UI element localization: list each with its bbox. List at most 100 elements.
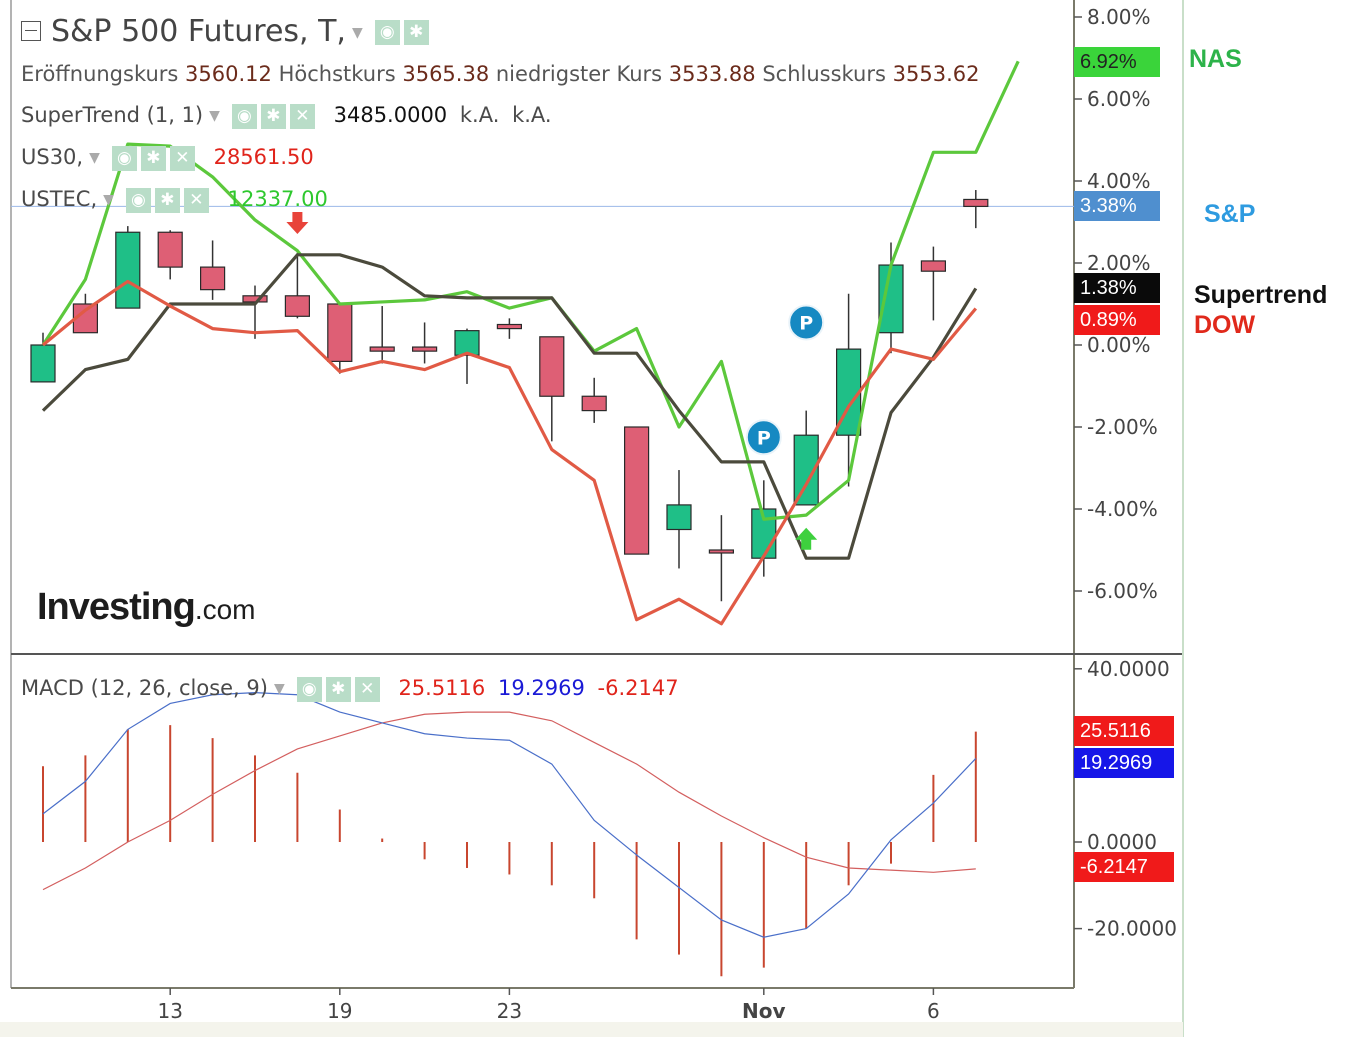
sp-badge: 3.38% <box>1074 191 1160 221</box>
na-value-2: k.A. <box>512 103 552 127</box>
eye-icon[interactable]: ◉ <box>231 103 257 129</box>
supertrend-line <box>41 253 978 560</box>
gear-icon[interactable]: ✱ <box>325 676 351 702</box>
sp-label: S&P <box>1204 200 1256 228</box>
macd-value-1: 25.5116 <box>398 676 486 700</box>
eye-icon[interactable]: ◉ <box>296 676 322 702</box>
y-tick-label: -4.00% <box>1087 497 1158 521</box>
close-icon[interactable]: ✕ <box>183 187 209 213</box>
candle-body <box>878 264 904 334</box>
high-label: Höchstkurs <box>278 62 396 86</box>
supertrend-legend: SuperTrend (1, 1) ▼ ◉ ✱ ✕ 3485.0000 k.A. k.A… <box>21 103 552 129</box>
candle-down <box>157 230 183 280</box>
us30-legend: US30, ▼ ◉ ✱ ✕ 28561.50 <box>21 145 314 171</box>
candle-body <box>963 198 989 208</box>
us30-name: US30, <box>21 145 84 169</box>
gear-icon[interactable]: ✱ <box>140 145 166 171</box>
na-value-1: k.A. <box>459 103 500 127</box>
chevron-down-icon[interactable]: ▼ <box>351 24 363 41</box>
candle-body <box>200 266 226 291</box>
close-label: Schlusskurs <box>762 62 886 86</box>
candle-up <box>751 480 777 577</box>
ustec-value: 12337.00 <box>227 187 328 211</box>
supertrend-badge: 1.38% <box>1074 273 1160 303</box>
candle-down <box>200 240 226 300</box>
chevron-down-icon[interactable]: ▼ <box>103 192 114 208</box>
gear-icon[interactable]: ✱ <box>154 187 180 213</box>
candle-body <box>920 260 947 272</box>
chart-frame <box>0 0 1184 1037</box>
macd-legend: MACD (12, 26, close, 9) ▼ ◉ ✱ ✕ 25.5116 19.2… <box>21 676 679 702</box>
candle-up <box>835 293 862 487</box>
p-marker-label: P <box>799 312 813 334</box>
candle-up <box>115 226 141 309</box>
low-label: niedrigster Kurs <box>495 62 663 86</box>
macd-value-2: 19.2969 <box>497 676 585 700</box>
x-tick-label: 19 <box>327 999 352 1023</box>
candle-body <box>496 323 522 330</box>
candle-body <box>412 346 438 352</box>
candle-up <box>666 470 692 569</box>
close-icon[interactable]: ✕ <box>289 103 315 129</box>
close-icon[interactable]: ✕ <box>354 676 380 702</box>
overlay-lines <box>41 60 1020 626</box>
chevron-down-icon[interactable]: ▼ <box>209 108 220 124</box>
p-marker-icon <box>788 304 825 341</box>
chevron-down-icon[interactable]: ▼ <box>273 681 285 697</box>
eye-icon[interactable]: ◉ <box>374 20 400 45</box>
x-tick-label: 13 <box>157 999 182 1023</box>
candle-body <box>708 549 735 554</box>
investing-logo: Investing.com <box>37 586 256 629</box>
candle-down <box>963 190 989 229</box>
y-tick-label: 6.00% <box>1087 87 1151 111</box>
x-axis: 13 19 23 Nov 6 <box>157 988 940 1023</box>
candle-down <box>284 252 310 319</box>
up-arrow-icon <box>795 527 818 550</box>
x-tick-label: 6 <box>927 999 940 1023</box>
gear-icon[interactable]: ✱ <box>403 20 429 45</box>
candle-body <box>115 231 141 309</box>
candle-down <box>581 377 607 423</box>
y-tick-label: 4.00% <box>1087 169 1151 193</box>
candle-body <box>369 346 395 352</box>
candle-body <box>242 295 268 303</box>
candle-down <box>72 293 99 334</box>
close-value: 3553.62 <box>892 62 980 86</box>
macd-badge-1: 25.5116 <box>1074 716 1174 746</box>
eye-icon[interactable]: ◉ <box>125 187 151 213</box>
chart-title: S&P 500 Futures, T, <box>51 14 346 49</box>
chevron-down-icon[interactable]: ▼ <box>89 150 100 166</box>
dow-label: DOW <box>1194 311 1256 339</box>
supertrend-name: SuperTrend (1, 1) <box>21 103 204 127</box>
gear-icon[interactable]: ✱ <box>260 103 286 129</box>
candle-up <box>454 328 480 384</box>
signal-annotations: PP <box>286 212 825 550</box>
bottom-strip <box>0 1022 1183 1037</box>
logo-suffix: .com <box>194 594 256 625</box>
y-tick-label: -6.00% <box>1087 579 1158 603</box>
candle-down <box>708 515 735 602</box>
candle-body <box>30 344 56 383</box>
collapse-icon[interactable] <box>21 20 41 41</box>
candle-down <box>412 322 438 364</box>
high-value: 3565.38 <box>402 62 490 86</box>
us30-value: 28561.50 <box>213 145 314 169</box>
candle-up <box>30 332 56 383</box>
candle-down <box>369 306 395 364</box>
candle-down <box>496 318 522 339</box>
p-marker-label: P <box>757 427 771 449</box>
candlestick-series <box>30 190 989 602</box>
signal-line <box>42 711 976 891</box>
supertrend-label: Supertrend <box>1194 281 1328 309</box>
eye-icon[interactable]: ◉ <box>111 145 137 171</box>
candle-body <box>581 395 607 412</box>
close-icon[interactable]: ✕ <box>169 145 195 171</box>
candle-body <box>327 303 353 363</box>
dow-line <box>41 279 978 626</box>
ustec-legend: USTEC, ▼ ◉ ✱ ✕ 12337.00 <box>21 187 328 213</box>
macd-badge-2: 19.2969 <box>1074 748 1174 778</box>
p-marker-icon <box>745 419 782 456</box>
macd-y-axis: 40.0000 0.0000 -20.0000 <box>1074 657 1177 941</box>
candle-down <box>623 426 650 555</box>
y-tick-label: 0.00% <box>1087 333 1151 357</box>
